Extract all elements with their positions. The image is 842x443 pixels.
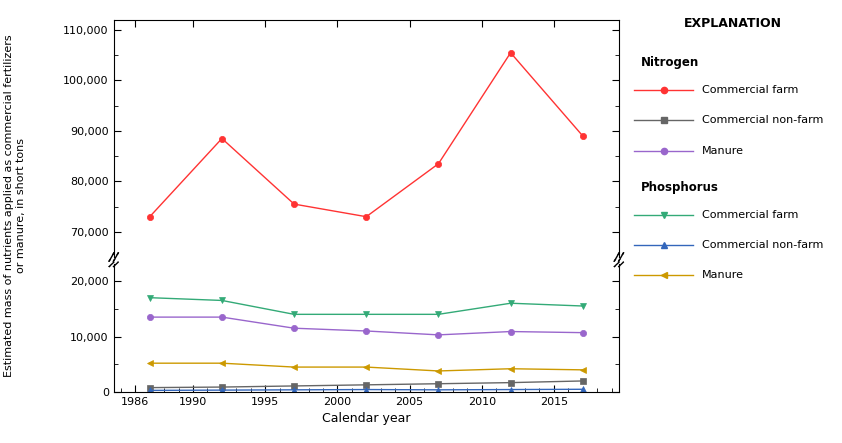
- Text: Manure: Manure: [702, 270, 743, 280]
- X-axis label: Calendar year: Calendar year: [322, 412, 411, 425]
- Text: Commercial farm: Commercial farm: [702, 85, 798, 95]
- Text: Commercial non-farm: Commercial non-farm: [702, 116, 823, 125]
- Text: Phosphorus: Phosphorus: [641, 181, 718, 194]
- Text: Estimated mass of nutrients applied as commercial fertilizers
or manure, in shor: Estimated mass of nutrients applied as c…: [4, 35, 26, 377]
- Text: Nitrogen: Nitrogen: [641, 56, 699, 69]
- Text: Commercial non-farm: Commercial non-farm: [702, 240, 823, 250]
- Text: Manure: Manure: [702, 146, 743, 155]
- Text: Commercial farm: Commercial farm: [702, 210, 798, 220]
- Text: EXPLANATION: EXPLANATION: [684, 17, 781, 30]
